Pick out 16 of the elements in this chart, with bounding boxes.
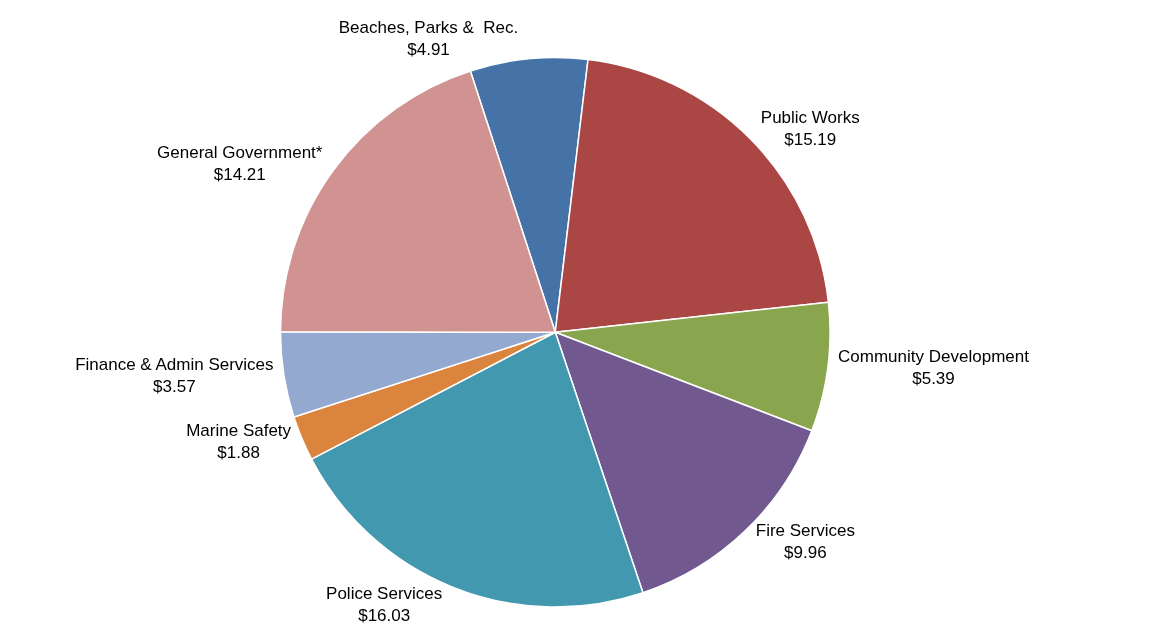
data-label: $1.88: [217, 443, 260, 463]
data-label: $14.21: [213, 165, 266, 185]
data-label: $15.19: [784, 130, 837, 150]
data-label: $3.57: [153, 377, 196, 397]
slice-label: Finance & Admin Services: [75, 354, 274, 374]
data-label: $5.39: [912, 369, 955, 389]
data-label: $4.91: [407, 40, 450, 59]
data-label: $16.03: [358, 606, 411, 626]
slice-label: Marine Safety: [186, 420, 292, 440]
slice-label: Public Works: [760, 108, 860, 128]
data-label: $9.96: [784, 542, 827, 562]
slice-label: Community Development: [838, 347, 1030, 367]
slice-label: Fire Services: [755, 520, 855, 540]
slice-label: Police Services: [326, 584, 443, 604]
slice-label: Beaches, Parks & Rec.: [338, 17, 519, 37]
slice-label: General Government*: [157, 142, 323, 162]
